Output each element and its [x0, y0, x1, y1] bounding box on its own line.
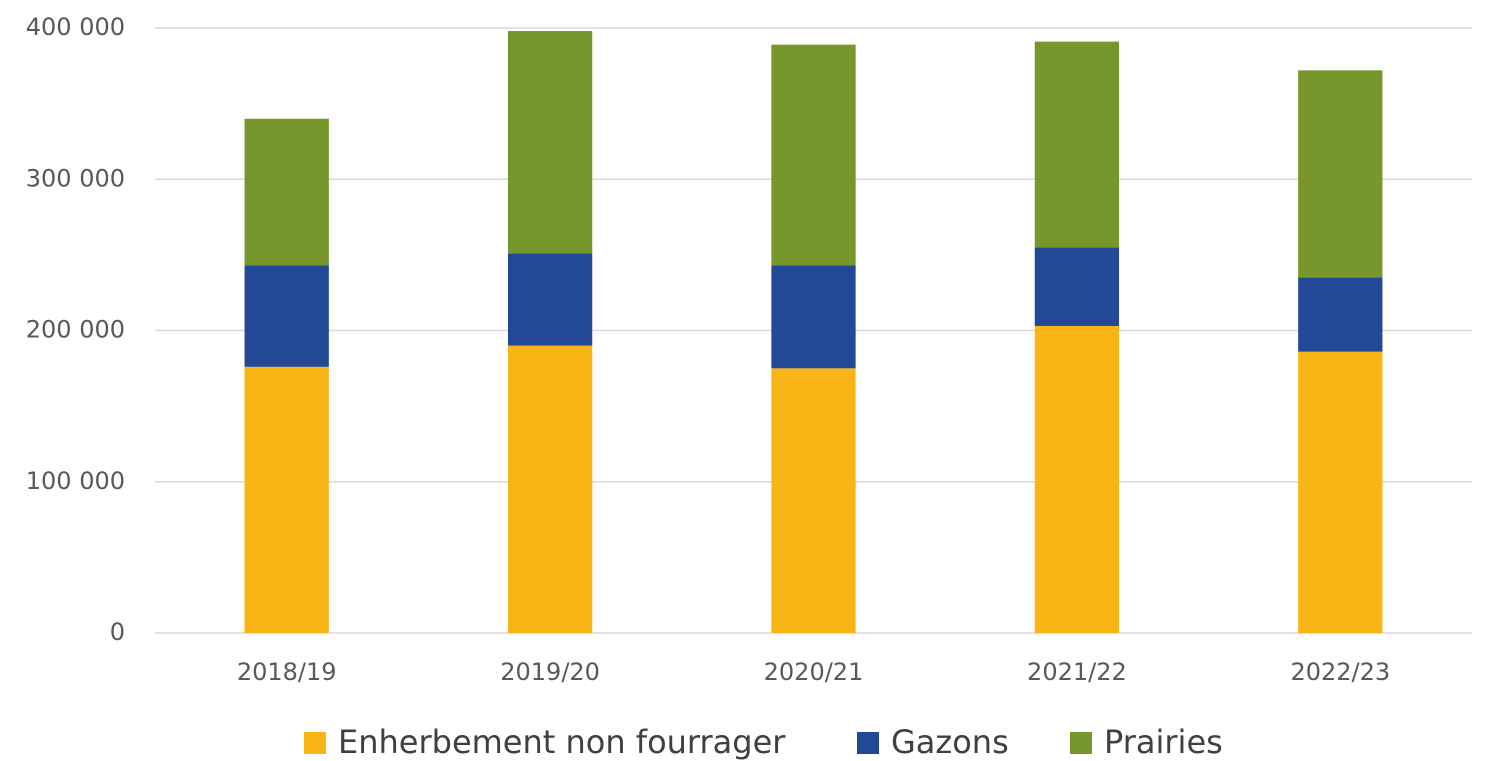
- bar-segment: [1034, 325, 1120, 633]
- bar-segment: [244, 118, 329, 266]
- bar-segment: [1034, 247, 1120, 326]
- y-tick-label: 100 000: [26, 467, 125, 495]
- bar-segment: [1298, 351, 1383, 633]
- bar-segment: [507, 345, 593, 633]
- x-tick-label: 2020/21: [764, 658, 864, 686]
- bar-segment: [507, 31, 593, 254]
- y-tick-label: 300 000: [26, 164, 125, 192]
- legend-swatch: [857, 732, 879, 754]
- x-tick-label: 2021/22: [1027, 658, 1127, 686]
- bar-segment: [771, 265, 856, 369]
- bar-segment: [507, 253, 593, 346]
- bar-segment: [1298, 70, 1383, 278]
- bar-segment: [1298, 277, 1383, 352]
- x-tick-label: 2018/19: [237, 658, 337, 686]
- legend-label: Gazons: [891, 723, 1009, 761]
- legend-swatch: [304, 732, 326, 754]
- legend-label: Prairies: [1104, 723, 1223, 761]
- y-tick-label: 400 000: [26, 13, 125, 41]
- bar-segment: [244, 366, 329, 633]
- y-tick-label: 200 000: [26, 316, 125, 344]
- bar-segment: [244, 265, 329, 367]
- x-tick-label: 2022/23: [1290, 658, 1390, 686]
- legend-label: Enherbement non fourrager: [338, 723, 786, 761]
- bar-segment: [771, 44, 856, 266]
- bar-segment: [771, 368, 856, 633]
- legend-swatch: [1070, 732, 1092, 754]
- y-tick-label: 0: [110, 618, 125, 646]
- x-tick-label: 2019/20: [500, 658, 600, 686]
- bar-segment: [1034, 41, 1120, 248]
